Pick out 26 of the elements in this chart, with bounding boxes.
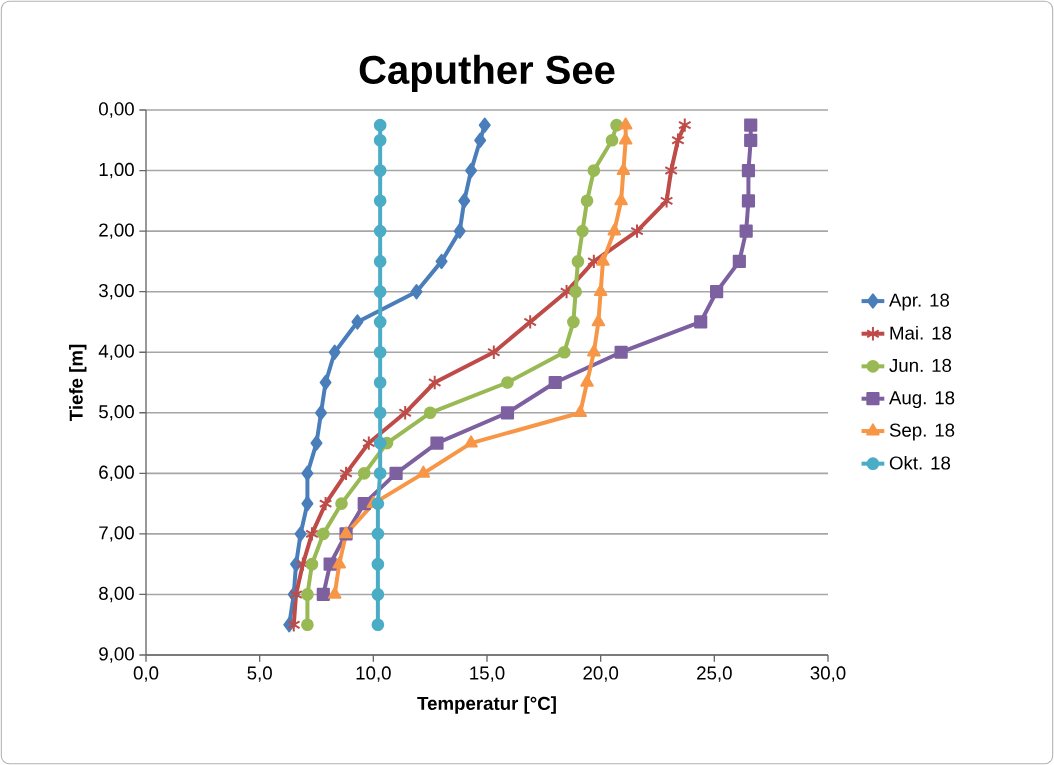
legend-label: Sep. 18 — [889, 423, 955, 441]
y-axis-title: Tiefe [m] — [69, 344, 87, 422]
x-tick-label: 10,0 — [356, 666, 391, 682]
x-axis-title: Temperatur [°C] — [417, 696, 556, 714]
y-tick-label: 4,00 — [98, 344, 134, 360]
y-tick-label: 0,00 — [99, 102, 134, 118]
y-tick-label: 8,00 — [99, 586, 134, 603]
x-tick-label: 5,0 — [247, 666, 272, 682]
x-tick-label: 15,0 — [470, 666, 505, 682]
legend-label: Jun. 18 — [889, 358, 952, 373]
y-tick-label: 1,00 — [99, 162, 134, 179]
y-tick-label: 5,00 — [99, 405, 134, 421]
y-tick-label: 7,00 — [99, 526, 134, 542]
y-tick-label: 9,00 — [99, 647, 134, 663]
x-tick-label: 25,0 — [697, 666, 732, 682]
legend-label: Mai. 18 — [890, 325, 952, 340]
x-tick-label: 20,0 — [583, 666, 619, 682]
x-tick-label: 30,0 — [810, 666, 846, 682]
legend-label: Aug. 18 — [889, 391, 955, 409]
legend-label: Okt. 18 — [889, 455, 951, 470]
chart-title: Caputher See — [359, 54, 615, 92]
y-tick-label: 2,00 — [99, 223, 134, 239]
legend-label: Apr. 18 — [889, 293, 950, 311]
y-tick-label: 3,00 — [99, 283, 134, 300]
y-tick-label: 6,00 — [99, 465, 134, 482]
x-tick-label: 0,0 — [133, 666, 159, 682]
